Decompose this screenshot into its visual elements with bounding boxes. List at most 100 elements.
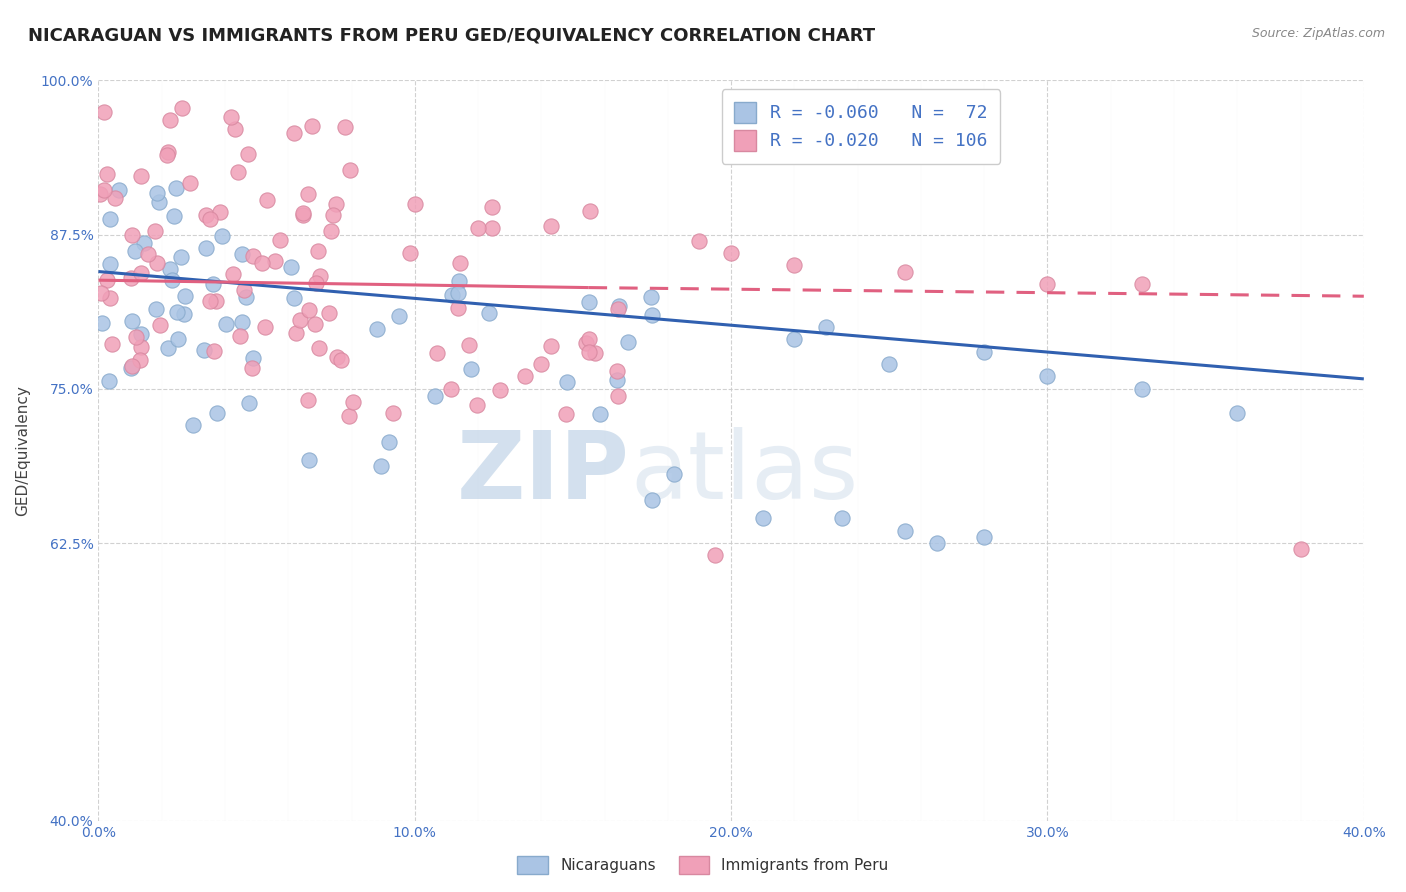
Point (297, 393, 319, 408)
Point (457, 338, 479, 352)
Point (174, 289, 197, 303)
Point (283, 291, 305, 305)
Text: Source: ZipAtlas.com: Source: ZipAtlas.com (1251, 27, 1385, 40)
Point (1036, 277, 1059, 291)
Point (201, 277, 224, 292)
Point (298, 302, 321, 317)
Point (751, 511, 773, 525)
Point (145, 256, 167, 270)
Point (143, 224, 166, 238)
Point (103, 191, 125, 205)
Point (578, 332, 600, 346)
Point (783, 332, 806, 346)
Point (783, 259, 806, 273)
Point (894, 524, 917, 538)
Point (205, 406, 228, 420)
Point (399, 246, 422, 260)
Point (575, 336, 598, 351)
Point (304, 317, 326, 331)
Point (307, 244, 329, 258)
Point (121, 359, 143, 373)
Point (231, 314, 253, 328)
Point (641, 492, 664, 507)
Point (515, 369, 537, 384)
Point (440, 287, 463, 301)
Point (555, 407, 578, 421)
Point (226, 165, 249, 179)
Legend: Nicaraguans, Immigrants from Peru: Nicaraguans, Immigrants from Peru (512, 850, 894, 880)
Point (481, 221, 503, 235)
Point (285, 326, 308, 340)
Point (193, 343, 215, 357)
Point (329, 352, 352, 367)
Point (831, 511, 853, 525)
Legend: R = -0.060   N =  72, R = -0.020   N = 106: R = -0.060 N = 72, R = -0.020 N = 106 (721, 89, 1001, 163)
Point (179, 176, 201, 190)
Point (163, 210, 186, 224)
Point (617, 334, 640, 349)
Point (382, 406, 405, 420)
Point (319, 224, 342, 238)
Point (280, 260, 302, 274)
Point (388, 309, 411, 323)
Point (108, 183, 131, 197)
Point (326, 350, 349, 364)
Point (224, 122, 246, 136)
Point (129, 266, 152, 280)
Point (148, 195, 170, 210)
Point (578, 344, 600, 359)
Point (423, 389, 446, 403)
Point (98, 256, 121, 270)
Point (101, 336, 124, 351)
Y-axis label: GED/Equivalency: GED/Equivalency (15, 385, 30, 516)
Point (156, 341, 179, 355)
Point (606, 373, 628, 387)
Point (309, 269, 332, 284)
Text: ZIP: ZIP (457, 426, 630, 518)
Point (606, 302, 628, 317)
Point (449, 274, 471, 288)
Point (222, 267, 245, 281)
Point (339, 162, 361, 177)
Point (720, 246, 742, 260)
Point (342, 395, 364, 409)
Point (288, 313, 311, 327)
Point (337, 409, 360, 424)
Point (530, 357, 553, 371)
Point (378, 435, 401, 450)
Point (877, 357, 900, 371)
Point (973, 344, 995, 359)
Point (166, 305, 188, 319)
Point (1036, 369, 1059, 384)
Point (172, 101, 194, 115)
Point (93, 184, 115, 198)
Point (589, 407, 612, 421)
Point (254, 320, 277, 334)
Point (100, 212, 122, 227)
Point (214, 317, 236, 331)
Point (131, 169, 153, 184)
Point (269, 233, 291, 247)
Point (335, 120, 357, 134)
Point (156, 147, 179, 161)
Point (291, 208, 314, 222)
Point (440, 382, 463, 396)
Point (366, 322, 388, 336)
Point (555, 375, 578, 389)
Point (308, 341, 330, 355)
Point (1130, 277, 1153, 291)
Point (132, 235, 155, 250)
Point (120, 360, 142, 375)
Point (242, 249, 264, 263)
Point (120, 271, 142, 285)
Point (162, 272, 184, 286)
Point (96, 167, 118, 181)
Point (404, 196, 426, 211)
Point (370, 459, 392, 474)
Point (814, 320, 837, 334)
Point (159, 262, 181, 277)
Point (166, 332, 188, 346)
Point (198, 212, 221, 227)
Point (236, 147, 259, 161)
Point (252, 256, 274, 270)
